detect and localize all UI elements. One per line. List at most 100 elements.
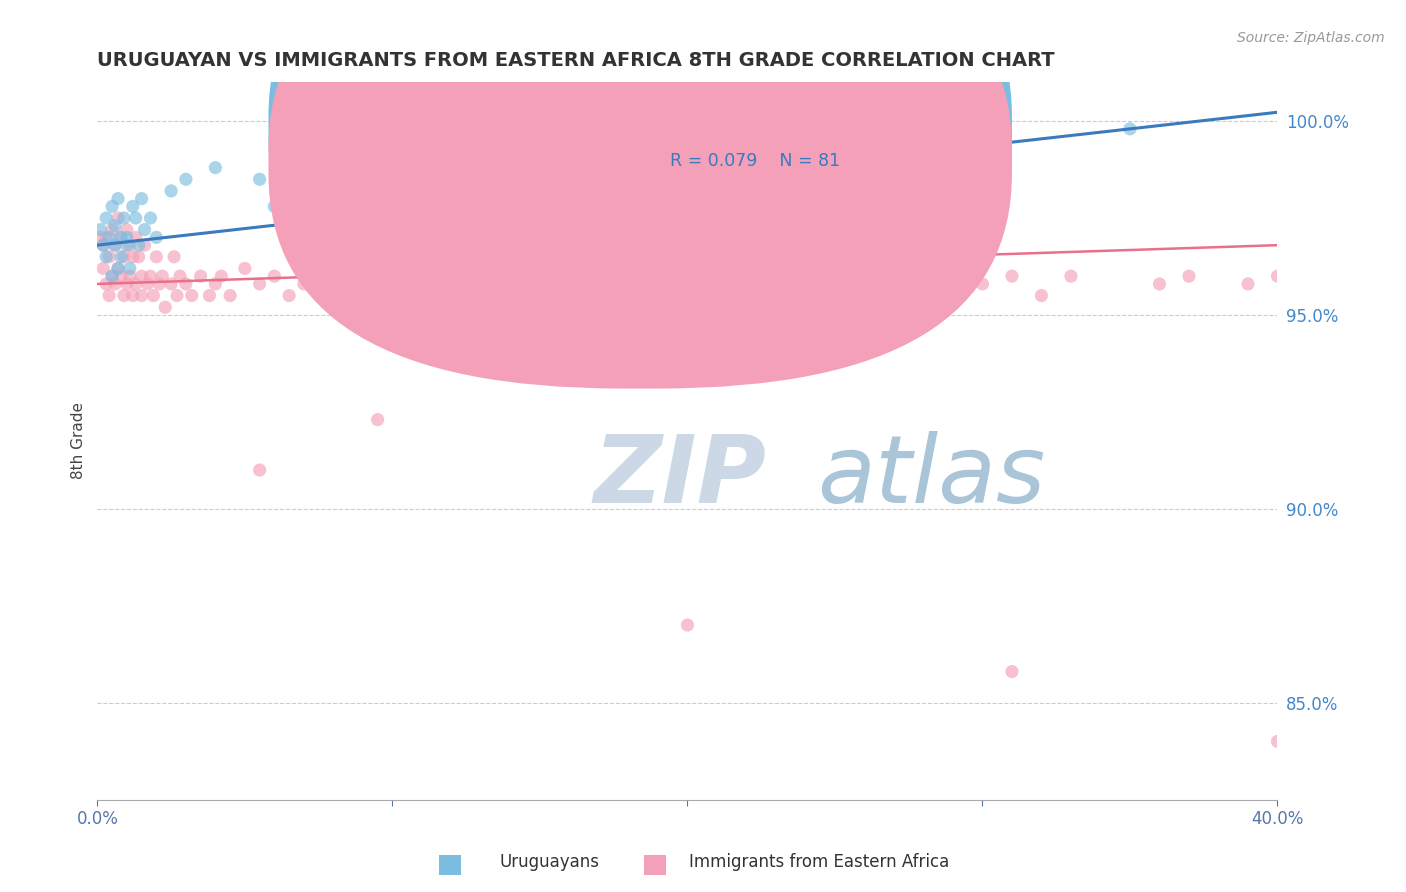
Point <box>145 230 167 244</box>
Point <box>1237 277 1260 291</box>
Y-axis label: 8th Grade: 8th Grade <box>72 402 86 479</box>
Point <box>209 269 232 284</box>
Point <box>101 222 124 236</box>
Point <box>96 277 118 291</box>
Point <box>115 230 138 244</box>
Text: ZIP: ZIP <box>593 431 766 523</box>
Point <box>121 250 143 264</box>
Point <box>101 269 124 284</box>
Point <box>617 277 640 291</box>
Point <box>204 161 226 175</box>
Point <box>381 250 404 264</box>
Point <box>104 238 127 252</box>
Point <box>529 269 551 284</box>
Point <box>91 261 114 276</box>
Point <box>972 277 994 291</box>
Point <box>110 230 132 244</box>
Point <box>131 288 153 302</box>
Point <box>499 277 522 291</box>
Point <box>647 300 669 314</box>
Point <box>249 463 271 477</box>
Point <box>249 172 271 186</box>
Text: Source: ZipAtlas.com: Source: ZipAtlas.com <box>1237 31 1385 45</box>
Point <box>912 269 935 284</box>
Point <box>96 230 118 244</box>
Point <box>676 269 699 284</box>
Point <box>155 300 177 314</box>
Point <box>98 288 121 302</box>
Point <box>150 269 173 284</box>
Point <box>204 277 226 291</box>
Point <box>125 277 148 291</box>
Point <box>166 288 188 302</box>
Point <box>134 222 156 236</box>
Point <box>292 277 315 291</box>
Text: URUGUAYAN VS IMMIGRANTS FROM EASTERN AFRICA 8TH GRADE CORRELATION CHART: URUGUAYAN VS IMMIGRANTS FROM EASTERN AFR… <box>97 51 1054 70</box>
Point <box>411 277 433 291</box>
Point <box>134 238 156 252</box>
Point <box>145 250 167 264</box>
Point <box>1001 269 1024 284</box>
Point <box>115 238 138 252</box>
Point <box>676 134 699 148</box>
Point <box>249 277 271 291</box>
Point <box>160 184 183 198</box>
Point <box>198 288 221 302</box>
Point <box>89 230 111 244</box>
Point <box>110 230 132 244</box>
Point <box>219 288 242 302</box>
Point <box>142 288 165 302</box>
Point <box>1267 269 1289 284</box>
Point <box>110 250 132 264</box>
Point <box>278 288 301 302</box>
Point <box>89 222 111 236</box>
Point <box>163 250 186 264</box>
Point <box>121 199 143 213</box>
Point <box>96 250 118 264</box>
Point <box>470 288 492 302</box>
Point <box>104 219 127 233</box>
Point <box>1178 269 1201 284</box>
Point <box>121 288 143 302</box>
Point <box>136 277 159 291</box>
Point <box>263 269 285 284</box>
Point <box>91 238 114 252</box>
Point <box>110 269 132 284</box>
Point <box>1031 288 1053 302</box>
Text: R = 0.445    N = 32: R = 0.445 N = 32 <box>669 120 839 138</box>
Point <box>131 269 153 284</box>
FancyBboxPatch shape <box>269 0 1012 356</box>
Point <box>91 238 114 252</box>
Point <box>169 269 191 284</box>
Point <box>367 412 389 426</box>
Point <box>180 288 202 302</box>
Point <box>118 269 141 284</box>
Point <box>148 277 170 291</box>
Point <box>96 211 118 225</box>
Text: R = 0.079    N = 81: R = 0.079 N = 81 <box>669 153 839 170</box>
Point <box>233 261 256 276</box>
Point <box>676 618 699 632</box>
Point <box>160 277 183 291</box>
Point <box>190 269 212 284</box>
Point <box>139 269 162 284</box>
Point <box>107 261 129 276</box>
Point <box>98 250 121 264</box>
Text: Uruguayans: Uruguayans <box>499 853 599 871</box>
Point <box>1267 734 1289 748</box>
Point <box>107 192 129 206</box>
Point <box>440 269 463 284</box>
Point <box>322 288 344 302</box>
Point <box>112 211 135 225</box>
Point <box>112 250 135 264</box>
Point <box>101 199 124 213</box>
Point <box>107 211 129 225</box>
Point <box>104 277 127 291</box>
Point <box>263 199 285 213</box>
Text: Immigrants from Eastern Africa: Immigrants from Eastern Africa <box>689 853 949 871</box>
Point <box>139 211 162 225</box>
Point <box>128 250 150 264</box>
Point <box>853 288 876 302</box>
Point <box>588 269 610 284</box>
Point <box>128 238 150 252</box>
